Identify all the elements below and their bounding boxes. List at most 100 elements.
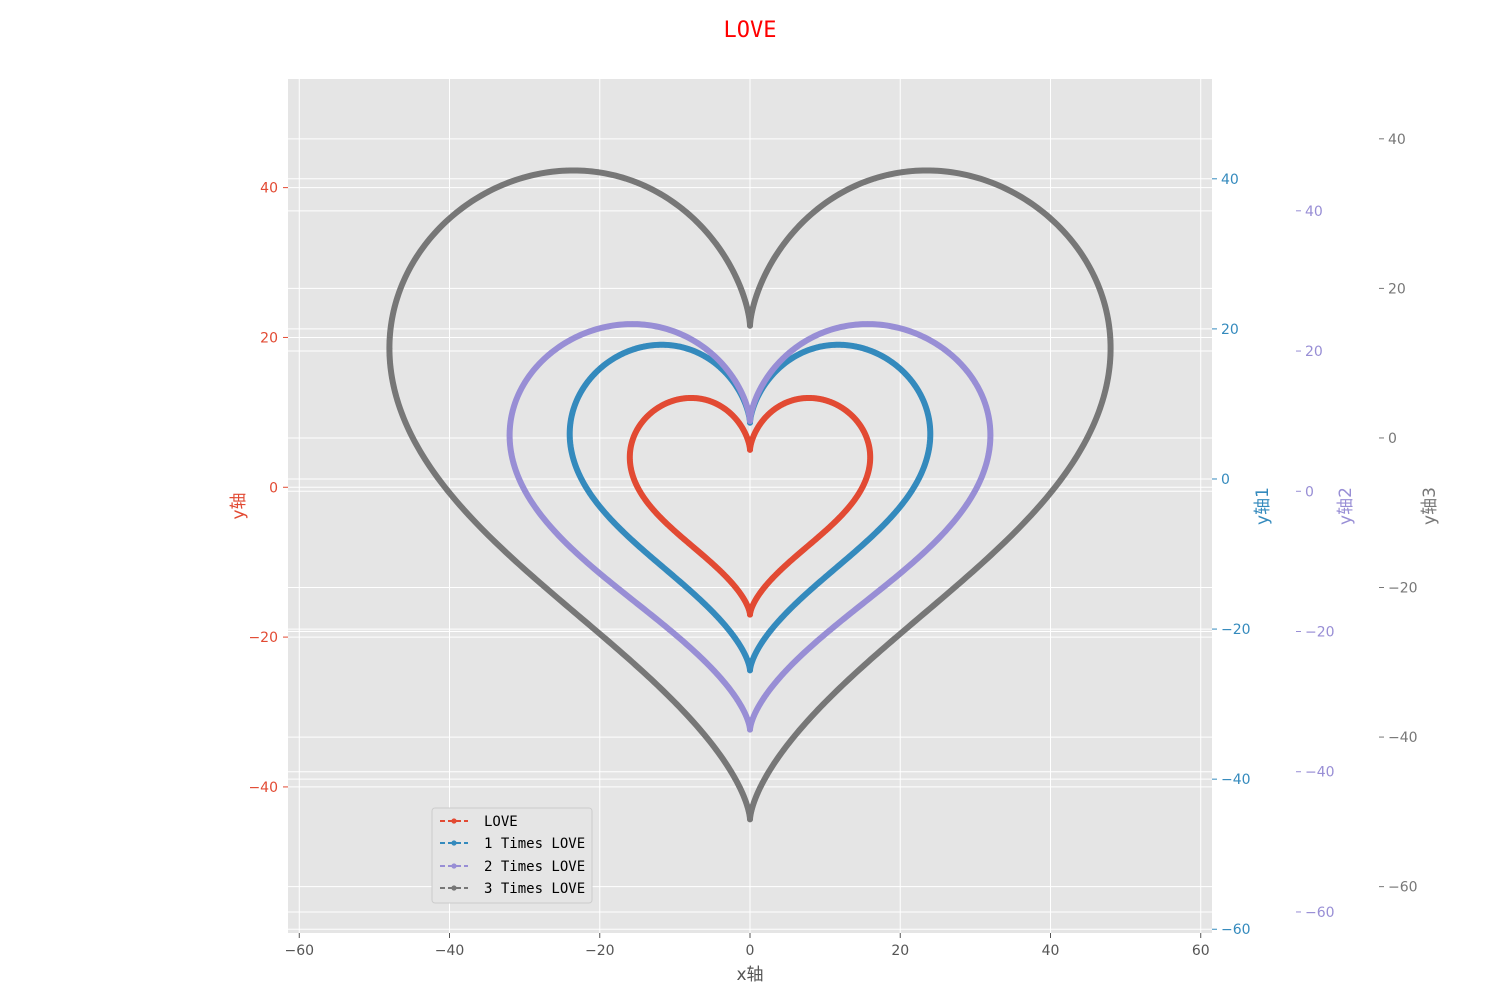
data-point [390,382,397,389]
data-point [651,187,658,194]
data-point [1094,412,1101,419]
data-point [655,560,661,566]
data-point [1057,224,1063,231]
data-point [903,565,909,572]
data-point [881,172,888,179]
data-point [916,614,923,621]
data-point [413,254,420,260]
data-point [568,336,574,343]
data-point [930,339,937,345]
data-point [983,404,990,411]
data-point [448,214,454,221]
data-point [515,474,522,480]
data-point [540,515,547,521]
data-point [815,205,821,212]
data-point [688,717,695,723]
data-point [406,267,412,273]
data-point [771,760,778,767]
data-point [916,167,923,174]
data-point [586,328,592,335]
data-point [841,323,847,330]
data-point [506,432,513,438]
data-point [967,172,973,179]
data-point [788,737,794,744]
data-point [465,512,472,518]
x-tick-label: 0 [746,943,755,959]
data-point [921,549,928,555]
data-point [832,325,838,332]
data-point [912,330,919,337]
data-point [691,648,697,654]
x-axis-label: x轴 [736,965,763,985]
data-point [637,544,643,551]
data-point [442,219,449,226]
data-point [811,641,817,647]
data-point [903,327,909,333]
data-point [966,497,973,503]
data-point [417,449,424,455]
data-point [657,619,664,626]
data-point [1107,360,1113,366]
data-point [1015,525,1022,532]
data-point [1072,242,1078,248]
data-point [978,391,985,398]
data-point [774,250,781,257]
data-point [605,323,611,330]
data-point [549,590,555,596]
data-point [507,441,513,448]
legend-marker-3-times-love [451,885,457,891]
data-point [1091,420,1098,426]
data-point [855,604,861,611]
data-point [1040,498,1047,505]
data-point [585,620,591,627]
data-point [662,623,668,629]
data-point [938,596,944,603]
data-point [934,536,941,543]
data-point [399,280,406,287]
data-point [547,523,554,530]
data-point [1107,352,1114,359]
data-point [453,209,460,216]
data-point [987,437,994,443]
data-point [980,396,987,402]
data-point [725,259,732,266]
data-point [728,768,734,775]
data-point [706,232,712,238]
data-point [966,371,973,378]
data-point [386,345,393,352]
data-point [895,170,901,176]
data-point [629,321,636,327]
y-tick-label: 0 [269,480,278,496]
data-point [827,327,834,333]
data-point [591,327,597,333]
data-point [759,277,766,284]
data-point [498,182,505,189]
data-point [679,205,685,212]
data-point [884,581,890,588]
data-point [930,602,937,609]
x-tick-label: 20 [891,943,909,959]
data-point [796,727,803,734]
data-point [507,423,513,429]
legend-label-love: LOVE [484,814,518,830]
data-point [766,264,772,271]
data-point [1034,505,1041,512]
data-point [397,405,403,411]
data-point [825,198,832,204]
data-point [861,179,868,185]
data-point [868,656,874,663]
data-point [551,347,558,354]
data-point [841,615,847,622]
data-point [612,172,619,179]
y3-tick-label: 40 [1388,132,1406,148]
data-point [632,662,639,668]
y2-axis-label: y轴2 [1336,487,1356,525]
data-point [957,510,964,517]
data-point [668,696,675,702]
data-point [946,350,953,357]
data-point [987,441,993,448]
data-point [867,534,874,541]
y2-tick-label: −60 [1305,905,1335,921]
y-tick-label: −40 [248,780,278,796]
data-point [978,474,985,480]
